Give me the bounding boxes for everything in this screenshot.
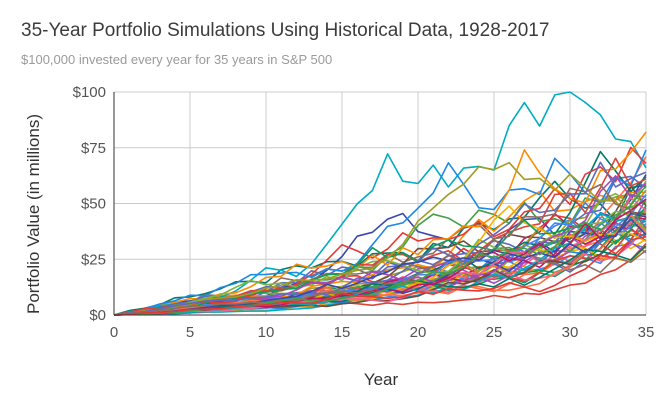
y-tick-label: $75 [81, 140, 106, 157]
series-line [113, 183, 647, 316]
x-tick-label: 0 [110, 324, 118, 341]
series-line [113, 205, 647, 316]
series-line [113, 149, 647, 316]
y-tick-label: $50 [81, 196, 106, 213]
y-tick-label: $100 [73, 84, 106, 101]
x-tick-label: 10 [258, 324, 275, 341]
series-lines [113, 91, 647, 316]
x-tick-labels: 0 5 10 15 20 25 30 35 [110, 324, 655, 341]
x-tick-label: 30 [562, 324, 579, 341]
x-tick-label: 25 [486, 324, 503, 341]
series-line [113, 236, 647, 316]
series-line [113, 161, 647, 316]
chart-subtitle: $100,000 invested every year for 35 year… [21, 52, 333, 67]
x-tick-label: 15 [334, 324, 351, 341]
y-tick-labels: $0 $25 $50 $75 $100 [73, 84, 106, 324]
y-tick-label: $0 [89, 307, 106, 324]
x-tick-label: 5 [186, 324, 194, 341]
y-axis-title: Portfolio Value (in millions) [24, 114, 43, 314]
y-tick-label: $25 [81, 251, 106, 268]
series-line [113, 161, 647, 316]
chart-title: 35-Year Portfolio Simulations Using Hist… [21, 20, 550, 41]
series-line [113, 175, 647, 316]
x-axis-title: Year [364, 370, 399, 389]
x-tick-label: 35 [638, 324, 655, 341]
series-line [113, 212, 647, 316]
x-tick-label: 20 [410, 324, 427, 341]
axes [113, 92, 646, 316]
